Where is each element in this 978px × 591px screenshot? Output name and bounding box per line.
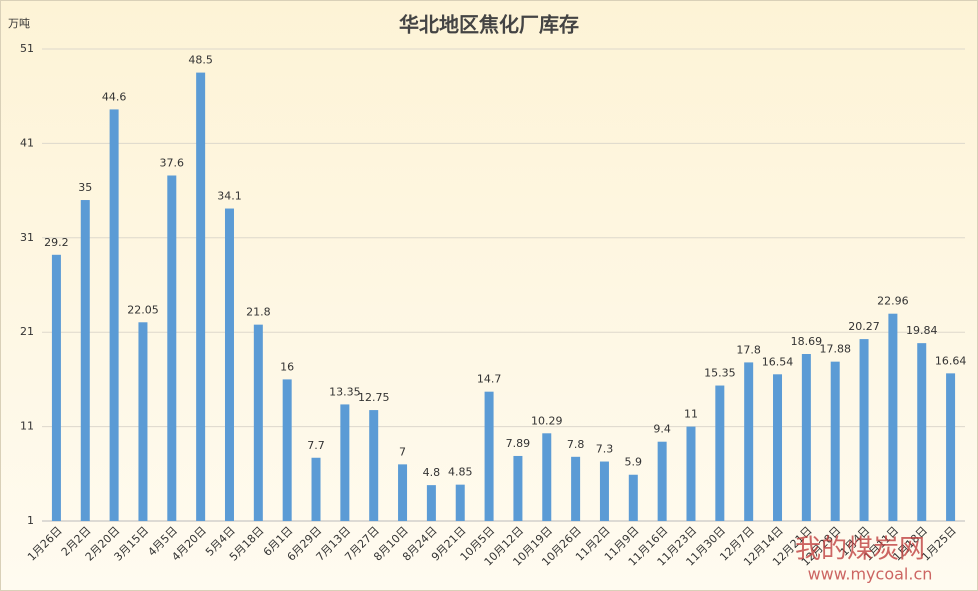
bar xyxy=(109,109,119,521)
bar xyxy=(398,464,408,521)
chart-title: 华北地区焦化厂库存 xyxy=(399,13,579,37)
bar xyxy=(542,433,552,521)
data-label: 7.89 xyxy=(506,437,531,450)
bar xyxy=(801,354,811,521)
bar xyxy=(946,373,956,521)
bar xyxy=(599,461,609,521)
y-tick-label: 51 xyxy=(20,42,34,55)
data-label: 16.54 xyxy=(762,355,794,368)
bar xyxy=(80,200,90,522)
data-label: 44.6 xyxy=(102,90,127,103)
data-label: 34.1 xyxy=(217,190,242,203)
bar xyxy=(167,175,177,521)
bar xyxy=(715,385,725,521)
watermark-url: www.mycoal.cn xyxy=(808,565,933,584)
bar xyxy=(311,457,321,521)
data-label: 10.29 xyxy=(531,414,563,427)
data-label: 48.5 xyxy=(188,54,213,67)
data-label: 29.2 xyxy=(44,236,69,249)
bar xyxy=(773,374,783,521)
bar xyxy=(657,441,667,521)
bar xyxy=(138,322,148,521)
bar xyxy=(196,72,206,521)
watermark: 我的煤炭网 xyxy=(795,535,925,565)
bar xyxy=(830,361,840,521)
y-tick-label: 41 xyxy=(20,136,34,149)
data-label: 7.8 xyxy=(567,438,585,451)
data-label: 9.4 xyxy=(653,423,671,436)
data-label: 21.8 xyxy=(246,306,271,319)
bar xyxy=(513,455,523,521)
y-axis-label: 万吨 xyxy=(8,17,30,30)
bar xyxy=(571,456,581,521)
data-label: 7.7 xyxy=(307,439,325,452)
bar xyxy=(455,484,465,521)
data-label: 15.35 xyxy=(704,367,736,380)
bar xyxy=(51,254,61,522)
data-label: 37.6 xyxy=(160,156,185,169)
data-label: 17.8 xyxy=(736,343,761,356)
bar xyxy=(859,339,869,521)
bar xyxy=(917,343,927,521)
y-tick-label: 31 xyxy=(20,231,34,244)
data-label: 18.69 xyxy=(791,335,823,348)
bar xyxy=(628,474,638,521)
data-label: 4.8 xyxy=(423,466,441,479)
data-label: 7.3 xyxy=(596,443,614,456)
data-label: 5.9 xyxy=(625,456,643,469)
bar xyxy=(369,410,379,521)
data-label: 22.96 xyxy=(877,295,909,308)
y-tick-label: 11 xyxy=(20,420,34,433)
y-tick-label: 1 xyxy=(27,514,34,527)
bar xyxy=(253,324,263,521)
bar xyxy=(224,208,234,521)
bar xyxy=(340,404,350,521)
data-label: 7 xyxy=(399,445,406,458)
data-label: 12.75 xyxy=(358,391,390,404)
bar xyxy=(888,313,898,521)
data-label: 16 xyxy=(280,360,294,373)
bar xyxy=(484,391,494,521)
data-label: 17.88 xyxy=(819,343,851,356)
y-tick-label: 21 xyxy=(20,325,34,338)
bar xyxy=(282,379,292,521)
data-label: 13.35 xyxy=(329,385,361,398)
bar xyxy=(686,426,696,521)
bar xyxy=(744,362,754,521)
data-label: 20.27 xyxy=(848,320,880,333)
data-label: 16.64 xyxy=(935,354,967,367)
bar xyxy=(426,485,436,521)
data-label: 19.84 xyxy=(906,324,938,337)
data-label: 4.85 xyxy=(448,466,473,479)
data-label: 14.7 xyxy=(477,373,502,386)
data-label: 22.05 xyxy=(127,303,159,316)
data-label: 35 xyxy=(78,181,92,194)
data-label: 11 xyxy=(684,408,698,421)
